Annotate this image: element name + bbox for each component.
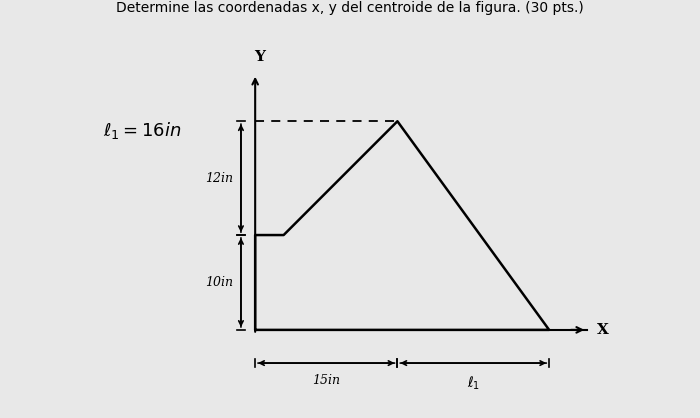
Text: 12in: 12in bbox=[205, 172, 233, 185]
Text: Y: Y bbox=[254, 50, 265, 64]
Text: $\ell_1$: $\ell_1$ bbox=[467, 375, 480, 392]
Text: Determine las coordenadas x, y del centroide de la figura. (30 pts.): Determine las coordenadas x, y del centr… bbox=[116, 1, 584, 15]
Text: 10in: 10in bbox=[205, 276, 233, 289]
Text: $\ell_1 = 16in$: $\ell_1 = 16in$ bbox=[104, 120, 182, 141]
Text: X: X bbox=[596, 323, 608, 337]
Text: 15in: 15in bbox=[312, 375, 340, 387]
